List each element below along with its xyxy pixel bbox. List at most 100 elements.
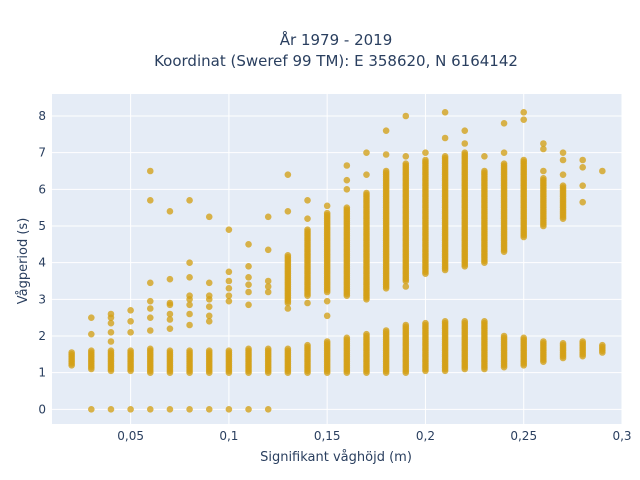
data-point: [461, 140, 469, 147]
x-axis-ticks: 0,05 0,1 0,15 0,2 0,25 0,3: [117, 429, 631, 443]
y-tick-label: 1: [38, 366, 46, 380]
data-point: [264, 283, 272, 290]
data-point: [245, 281, 252, 288]
y-tick-label: 0: [38, 402, 46, 416]
chart-title-line-2: Koordinat (Sweref 99 TM): E 358620, N 61…: [154, 52, 518, 70]
data-point: [186, 321, 193, 329]
data-point: [166, 299, 174, 307]
data-point: [205, 312, 213, 320]
data-point: [323, 338, 331, 345]
data-point: [559, 171, 567, 178]
x-axis-label: Signifikant våghöjd (m): [260, 450, 412, 465]
data-point: [284, 208, 292, 215]
data-point: [304, 197, 311, 204]
data-point: [599, 341, 606, 349]
data-point: [205, 279, 213, 287]
data-point: [520, 116, 528, 123]
data-point: [402, 321, 410, 329]
data-point: [205, 303, 213, 310]
data-point: [304, 215, 311, 222]
data-points: [68, 109, 606, 413]
data-point: [422, 319, 429, 327]
data-point: [579, 198, 586, 206]
data-point: [88, 406, 95, 413]
y-axis-ticks: 0 1 2 3 4 5 6 7 8: [38, 109, 46, 416]
data-point: [540, 145, 547, 153]
data-point: [186, 274, 193, 281]
data-point: [579, 182, 586, 189]
data-point: [146, 167, 154, 175]
x-tick-label: 0,15: [314, 429, 341, 443]
data-point: [225, 268, 233, 276]
data-point: [284, 345, 292, 353]
y-tick-label: 7: [38, 146, 46, 160]
x-tick-label: 0,25: [510, 429, 537, 443]
data-point: [382, 167, 390, 175]
y-tick-label: 8: [38, 109, 46, 123]
data-point: [284, 305, 292, 312]
data-point: [323, 209, 331, 217]
data-point: [540, 167, 547, 175]
data-point: [264, 345, 272, 353]
data-point: [146, 305, 154, 312]
data-point: [146, 279, 154, 287]
data-point: [146, 197, 154, 204]
data-point: [304, 299, 311, 307]
y-tick-label: 4: [38, 256, 46, 270]
data-point: [461, 127, 469, 134]
data-point: [225, 347, 233, 354]
data-point: [107, 319, 115, 327]
data-point: [186, 347, 193, 354]
data-point: [284, 171, 292, 178]
data-point: [343, 186, 351, 193]
data-point: [363, 330, 370, 338]
data-point: [127, 307, 134, 314]
data-point: [245, 301, 252, 309]
data-point: [579, 338, 586, 345]
data-point: [382, 327, 390, 334]
data-point: [107, 310, 115, 318]
data-point: [245, 274, 252, 281]
data-point: [540, 338, 547, 345]
data-point: [205, 213, 213, 221]
data-point: [540, 175, 547, 182]
data-point: [166, 325, 174, 332]
data-point: [264, 406, 272, 413]
data-point: [146, 406, 154, 413]
data-point: [343, 334, 351, 342]
data-point: [245, 241, 252, 248]
chart-title-line-1: År 1979 - 2019: [280, 30, 393, 49]
data-point: [146, 327, 154, 334]
y-tick-label: 5: [38, 219, 46, 233]
x-tick-label: 0,1: [219, 429, 238, 443]
data-point: [166, 347, 174, 354]
data-point: [146, 345, 154, 353]
data-point: [127, 406, 134, 413]
data-point: [461, 318, 469, 325]
data-point: [107, 338, 115, 345]
data-point: [441, 318, 449, 325]
data-point: [559, 149, 567, 156]
data-point: [481, 167, 488, 175]
data-point: [146, 297, 154, 305]
data-point: [107, 406, 115, 413]
data-point: [186, 197, 193, 204]
data-point: [127, 329, 134, 336]
data-point: [245, 263, 252, 270]
data-point: [500, 120, 508, 127]
data-point: [68, 349, 75, 356]
y-tick-label: 2: [38, 329, 46, 343]
data-point: [402, 112, 410, 120]
x-tick-label: 0,05: [117, 429, 144, 443]
data-point: [461, 149, 469, 156]
data-point: [245, 406, 252, 413]
data-point: [166, 310, 174, 318]
data-point: [205, 292, 213, 299]
data-point: [186, 310, 193, 318]
data-point: [422, 156, 429, 164]
data-point: [186, 406, 193, 413]
data-point: [225, 292, 233, 299]
data-point: [284, 252, 292, 259]
data-point: [559, 156, 567, 164]
x-tick-label: 0,2: [416, 429, 435, 443]
